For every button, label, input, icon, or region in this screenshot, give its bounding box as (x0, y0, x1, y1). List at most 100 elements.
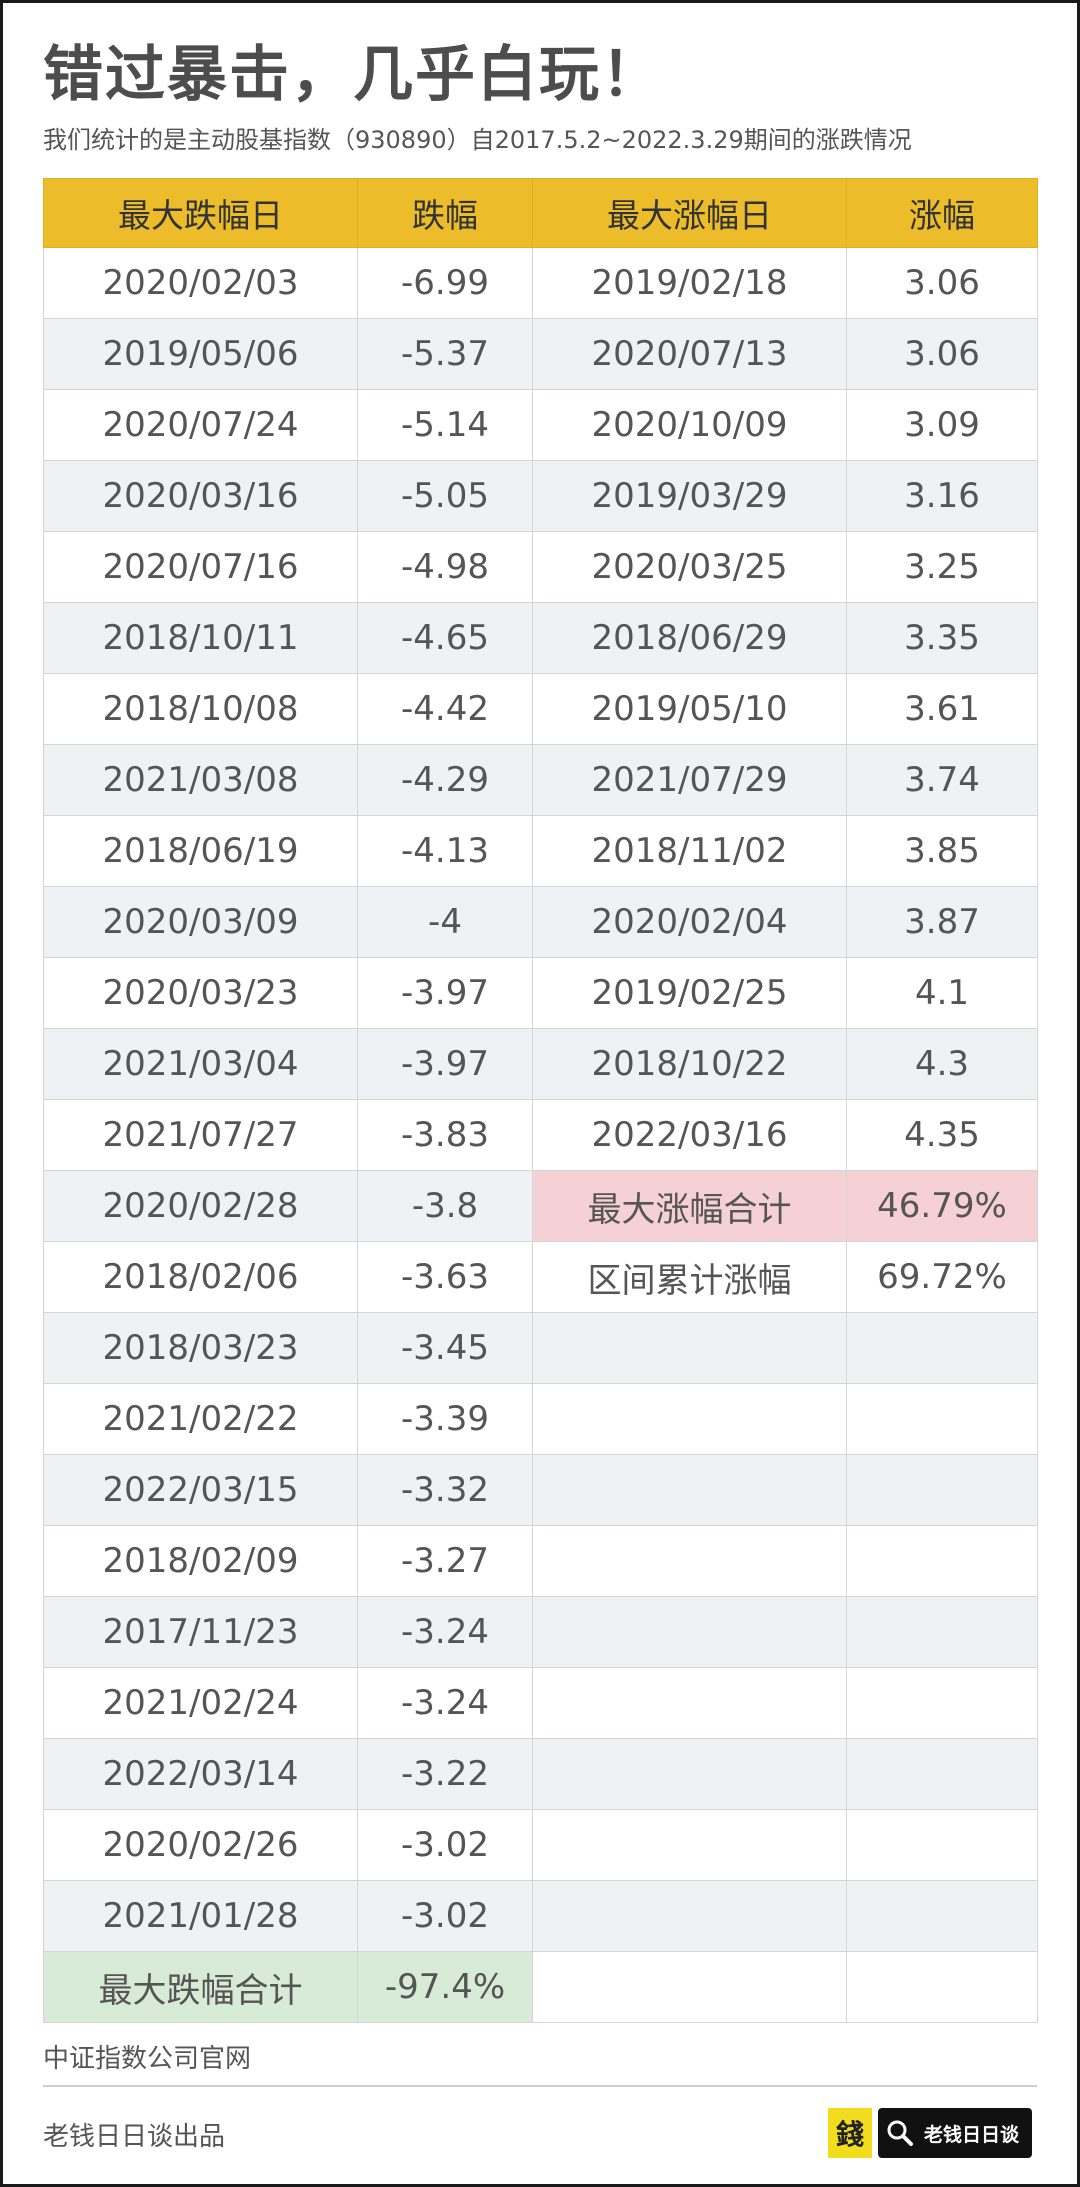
table-row: 2018/03/23 -3.45 (43, 1312, 1038, 1384)
empty-cell (532, 1312, 847, 1384)
table-row: 2020/07/16 -4.98 2020/03/25 3.25 (43, 531, 1038, 603)
drop-pct-cell: -3.39 (357, 1383, 533, 1455)
empty-cell (846, 1454, 1038, 1526)
rise-date-cell: 2019/02/18 (532, 247, 847, 319)
rise-date-cell: 2021/07/29 (532, 744, 847, 816)
drop-date-cell: 2022/03/14 (43, 1738, 358, 1810)
drop-pct-cell: -3.24 (357, 1596, 533, 1668)
drop-pct-cell: -4.29 (357, 744, 533, 816)
cumulative-value: 69.72% (846, 1241, 1038, 1313)
drop-date-cell: 2021/01/28 (43, 1880, 358, 1952)
rise-date-cell: 2018/06/29 (532, 602, 847, 674)
empty-cell (846, 1383, 1038, 1455)
drop-pct-cell: -3.83 (357, 1099, 533, 1171)
drop-date-cell: 2020/07/16 (43, 531, 358, 603)
page-subtitle: 我们统计的是主动股基指数（930890）自2017.5.2~2022.3.29期… (43, 126, 912, 154)
table-row: 2017/11/23 -3.24 (43, 1596, 1038, 1668)
drop-pct-cell: -4.42 (357, 673, 533, 745)
drop-date-cell: 2018/02/09 (43, 1525, 358, 1597)
table-row: 2021/02/24 -3.24 (43, 1667, 1038, 1739)
rise-date-cell: 2020/10/09 (532, 389, 847, 461)
drop-total-value: -97.4% (357, 1951, 533, 2023)
drop-date-cell: 2018/10/08 (43, 673, 358, 745)
drop-date-cell: 2021/02/24 (43, 1667, 358, 1739)
stats-table: 最大跌幅日 跌幅 最大涨幅日 涨幅 2020/02/03 -6.99 2019/02… (43, 178, 1038, 2023)
empty-cell (532, 1667, 847, 1739)
drop-date-cell: 2021/03/04 (43, 1028, 358, 1100)
rise-total-label: 最大涨幅合计 (532, 1170, 847, 1242)
rise-date-cell: 2018/10/22 (532, 1028, 847, 1100)
table-row: 2020/02/28 -3.8 最大涨幅合计 46.79% (43, 1170, 1038, 1242)
drop-pct-cell: -3.32 (357, 1454, 533, 1526)
table-row: 2020/02/03 -6.99 2019/02/18 3.06 (43, 247, 1038, 319)
table-row: 2020/03/16 -5.05 2019/03/29 3.16 (43, 460, 1038, 532)
drop-pct-cell: -3.24 (357, 1667, 533, 1739)
header-rise-date: 最大涨幅日 (532, 178, 847, 248)
rise-date-cell: 2018/11/02 (532, 815, 847, 887)
empty-cell (532, 1454, 847, 1526)
rise-date-cell: 2022/03/16 (532, 1099, 847, 1171)
table-row: 2022/03/15 -3.32 (43, 1454, 1038, 1526)
rise-pct-cell: 3.35 (846, 602, 1038, 674)
rise-date-cell: 2020/03/25 (532, 531, 847, 603)
drop-pct-cell: -3.22 (357, 1738, 533, 1810)
drop-pct-cell: -3.97 (357, 957, 533, 1029)
rise-date-cell: 2019/03/29 (532, 460, 847, 532)
drop-date-cell: 2019/05/06 (43, 318, 358, 390)
drop-pct-cell: -5.37 (357, 318, 533, 390)
drop-pct-cell: -3.27 (357, 1525, 533, 1597)
drop-date-cell: 2020/03/09 (43, 886, 358, 958)
table-row: 2018/10/11 -4.65 2018/06/29 3.35 (43, 602, 1038, 674)
drop-total-label: 最大跌幅合计 (43, 1951, 358, 2023)
empty-cell (846, 1525, 1038, 1597)
drop-date-cell: 2020/03/16 (43, 460, 358, 532)
rise-date-cell: 2020/07/13 (532, 318, 847, 390)
drop-pct-cell: -5.14 (357, 389, 533, 461)
table-row: 2019/05/06 -5.37 2020/07/13 3.06 (43, 318, 1038, 390)
table-row: 2018/02/06 -3.63 区间累计涨幅 69.72% (43, 1241, 1038, 1313)
rise-pct-cell: 3.74 (846, 744, 1038, 816)
rise-pct-cell: 3.09 (846, 389, 1038, 461)
drop-pct-cell: -5.05 (357, 460, 533, 532)
drop-pct-cell: -3.02 (357, 1809, 533, 1881)
drop-date-cell: 2020/02/26 (43, 1809, 358, 1881)
table-row: 2022/03/14 -3.22 (43, 1738, 1038, 1810)
table-header-row: 最大跌幅日 跌幅 最大涨幅日 涨幅 (43, 178, 1038, 248)
empty-cell (846, 1738, 1038, 1810)
drop-pct-cell: -3.63 (357, 1241, 533, 1313)
drop-pct-cell: -3.45 (357, 1312, 533, 1384)
table-row: 2020/07/24 -5.14 2020/10/09 3.09 (43, 389, 1038, 461)
rise-pct-cell: 3.06 (846, 318, 1038, 390)
table-row: 2021/07/27 -3.83 2022/03/16 4.35 (43, 1099, 1038, 1171)
drop-pct-cell: -4.13 (357, 815, 533, 887)
rise-pct-cell: 3.25 (846, 531, 1038, 603)
drop-pct-cell: -6.99 (357, 247, 533, 319)
logo-text: 老钱日日谈 (924, 2123, 1020, 2146)
drop-date-cell: 2021/03/08 (43, 744, 358, 816)
footer-divider (43, 2085, 1037, 2087)
table-row: 2018/10/08 -4.42 2019/05/10 3.61 (43, 673, 1038, 745)
empty-cell (846, 1667, 1038, 1739)
header-rise-pct: 涨幅 (846, 178, 1038, 248)
empty-cell (532, 1809, 847, 1881)
empty-cell (532, 1383, 847, 1455)
table-row: 2020/02/26 -3.02 (43, 1809, 1038, 1881)
drop-date-cell: 2020/02/03 (43, 247, 358, 319)
drop-date-cell: 2021/02/22 (43, 1383, 358, 1455)
table-row: 2020/03/23 -3.97 2019/02/25 4.1 (43, 957, 1038, 1029)
search-icon (887, 2120, 913, 2146)
empty-cell (532, 1525, 847, 1597)
table-row: 2021/03/04 -3.97 2018/10/22 4.3 (43, 1028, 1038, 1100)
empty-cell (532, 1738, 847, 1810)
table-row: 2021/03/08 -4.29 2021/07/29 3.74 (43, 744, 1038, 816)
rise-pct-cell: 4.35 (846, 1099, 1038, 1171)
drop-date-cell: 2017/11/23 (43, 1596, 358, 1668)
empty-cell (846, 1596, 1038, 1668)
drop-pct-cell: -3.8 (357, 1170, 533, 1242)
drop-date-cell: 2022/03/15 (43, 1454, 358, 1526)
drop-date-cell: 2020/03/23 (43, 957, 358, 1029)
rise-pct-cell: 3.06 (846, 247, 1038, 319)
rise-pct-cell: 3.61 (846, 673, 1038, 745)
table-row: 2020/03/09 -4 2020/02/04 3.87 (43, 886, 1038, 958)
rise-pct-cell: 4.3 (846, 1028, 1038, 1100)
